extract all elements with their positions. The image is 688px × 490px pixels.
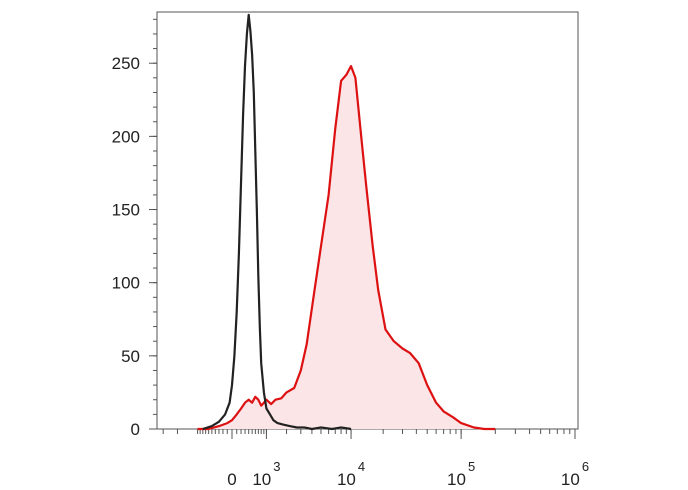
x-axis: 0 103 104 105 106: [162, 429, 589, 489]
series-line: [202, 13, 352, 431]
x-tick-label: 103: [252, 459, 280, 489]
series-line: [197, 65, 496, 431]
y-axis-minor-ticks: [153, 18, 157, 430]
y-tick-label: 200: [112, 127, 140, 146]
y-tick-label: 50: [121, 347, 140, 366]
series-layer: [197, 13, 496, 431]
x-tick-label: 106: [561, 459, 589, 489]
x-tick-label: 104: [337, 459, 365, 489]
y-tick-label: 250: [112, 54, 140, 73]
x-tick-label: 105: [447, 459, 475, 489]
series-area: [197, 66, 496, 429]
y-axis: 0 50 100 150 200 250: [112, 54, 157, 439]
x-tick-label: 0: [227, 470, 236, 489]
y-tick-label: 150: [112, 201, 140, 220]
y-tick-label: 100: [112, 274, 140, 293]
y-tick-label: 0: [131, 420, 140, 439]
